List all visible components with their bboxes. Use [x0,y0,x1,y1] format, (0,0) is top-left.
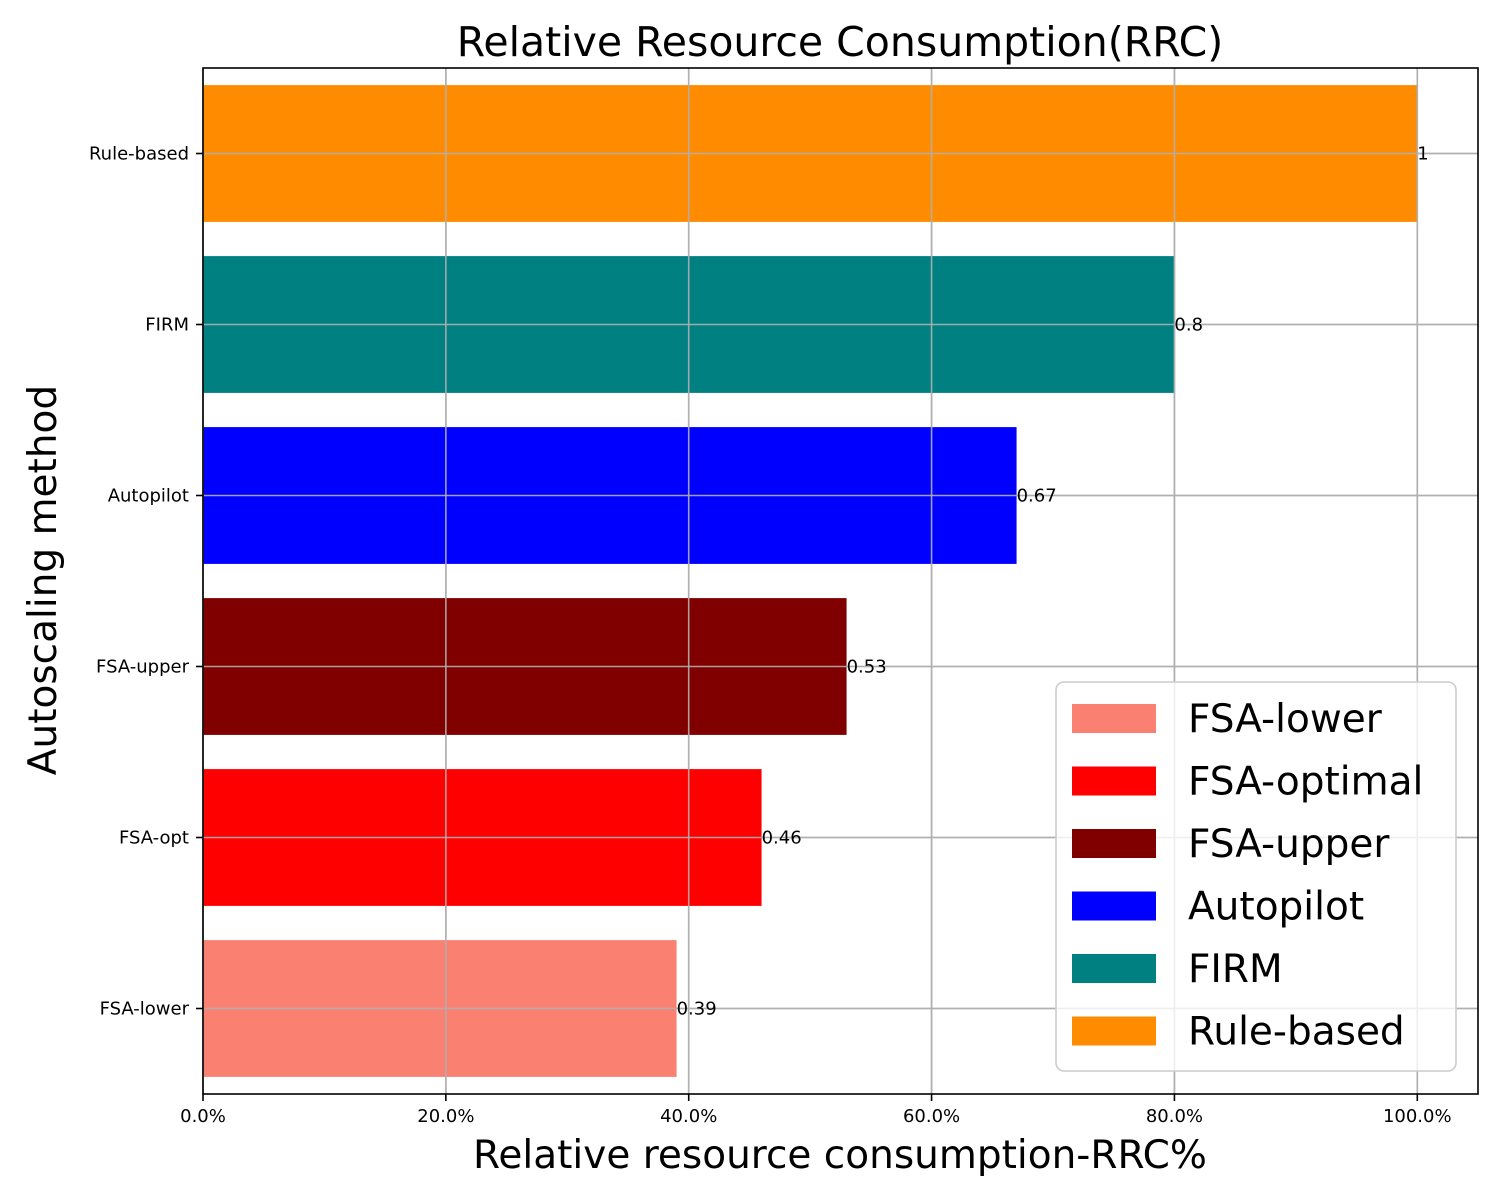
x-tick-label: 0.0% [180,1106,226,1127]
y-tick-label: FIRM [145,315,189,336]
y-tick-label: FSA-opt [119,828,189,849]
legend-item-label: FSA-lower [1188,697,1383,742]
x-tick-label: 40.0% [660,1106,717,1127]
data-label: 0.46 [762,828,802,849]
axes-frame [202,67,1479,1095]
legend-swatch [1072,954,1156,983]
legend-swatch [1072,766,1156,796]
plot-frame [202,67,1479,1095]
legend-item-label: FSA-optimal [1188,760,1423,805]
x-tick-label: 20.0% [417,1106,474,1127]
legend-item-label: Autopilot [1188,885,1364,930]
legend-item-label: FIRM [1188,947,1283,992]
legend-swatch [1072,704,1156,733]
tick-layer: 0.0% 20.0% 40.0% 60.0% 80.0% 100.0% FSA-lower F… [89,144,1452,1128]
y-tick-label: FSA-upper [96,657,190,678]
chart-title: Relative Resource Consumption(RRC) [457,18,1224,66]
legend-swatch [1072,829,1156,858]
data-label: 1 [1417,144,1428,165]
x-axis-label: Relative resource consumption-RRC% [473,1133,1207,1178]
data-label: 0.8 [1174,315,1203,336]
legend-swatch [1072,891,1156,921]
x-tick-label: 100.0% [1383,1106,1452,1127]
y-tick-label: FSA-lower [100,999,190,1020]
data-label-layer: 0.39 0.46 0.53 0.67 0.8 1 [677,144,1429,1020]
legend-item-label: Rule-based [1188,1010,1405,1055]
x-tick-label: 80.0% [1146,1106,1203,1127]
bar-layer [202,68,1478,1094]
legend-item-label: FSA-upper [1188,822,1390,867]
legend: FSA-lower FSA-optimal FSA-upper Autopilot FI… [1055,681,1457,1072]
x-tick-label: 60.0% [903,1106,960,1127]
legend-swatch [1072,1016,1156,1046]
data-label: 0.67 [1017,486,1057,507]
y-axis-label: Autoscaling method [21,385,66,775]
y-tick-label: Autopilot [108,486,189,507]
y-tick-label: Rule-based [89,144,189,165]
data-label: 0.39 [677,999,717,1020]
data-label: 0.53 [847,657,887,678]
